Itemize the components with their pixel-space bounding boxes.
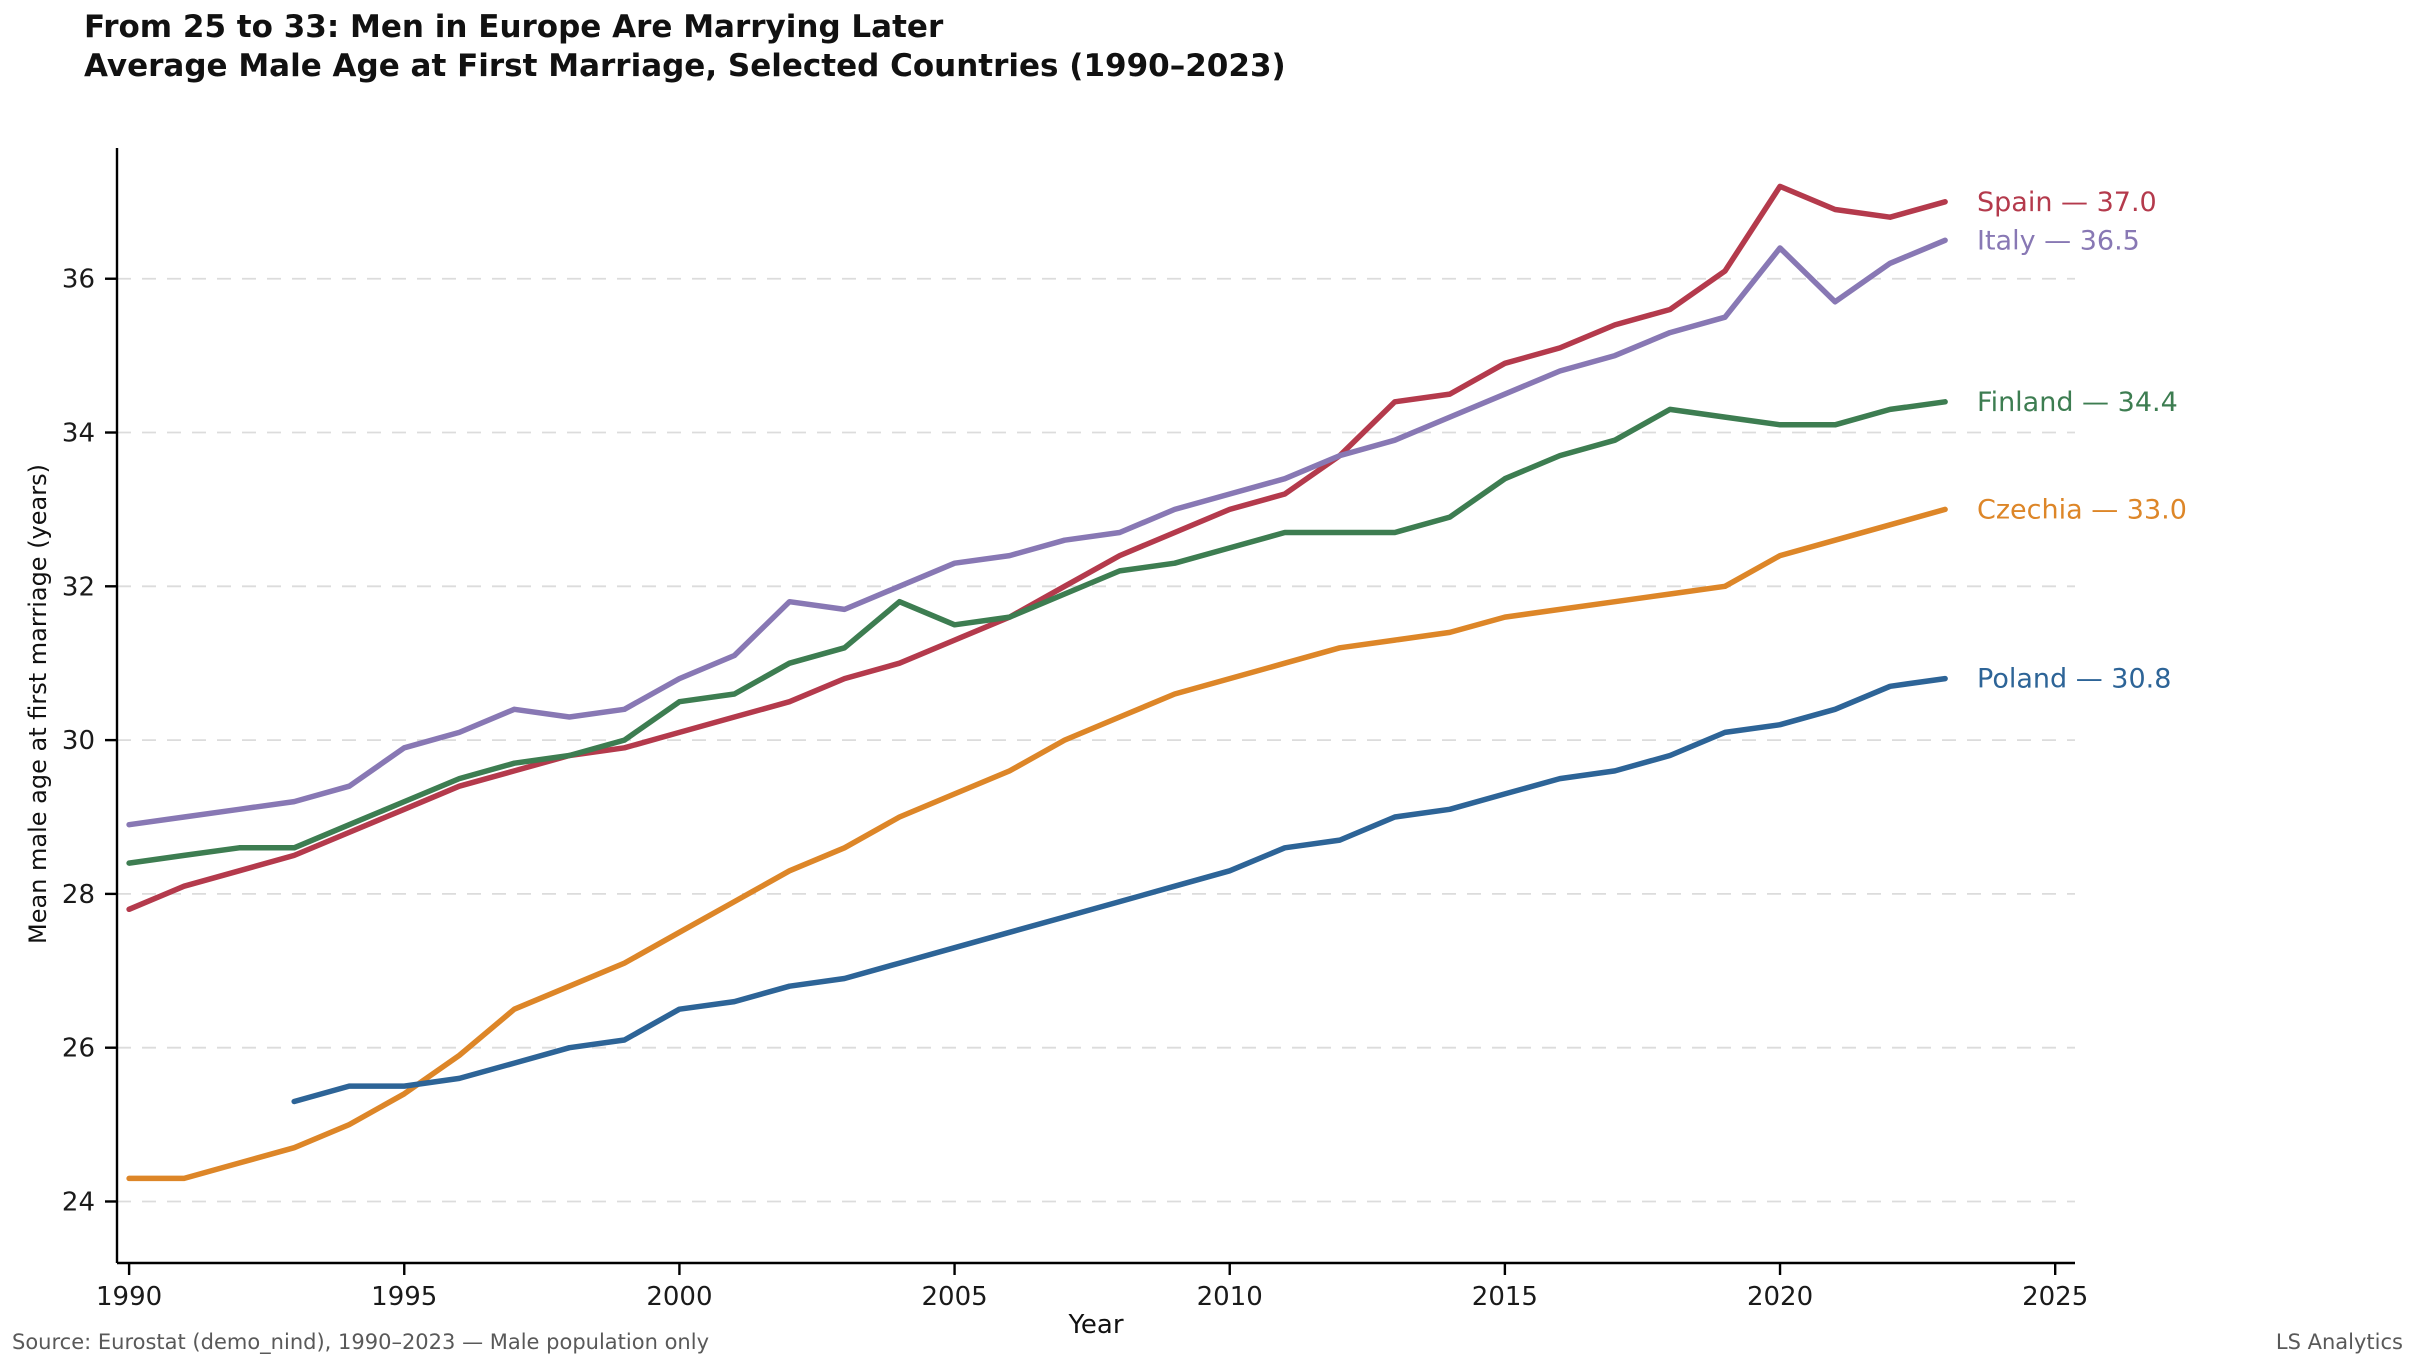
x-axis-title: Year: [1068, 1310, 1124, 1340]
y-tick-label-34: 34: [62, 419, 95, 449]
y-axis-title: Mean male age at first marriage (years): [24, 464, 52, 944]
series-end-label-spain: Spain — 37.0: [1977, 187, 2157, 218]
y-tick-label-32: 32: [62, 572, 95, 602]
x-tick-label-2020: 2020: [1747, 1282, 1813, 1312]
y-tick-label-26: 26: [62, 1034, 95, 1064]
chart-title: From 25 to 33: Men in Europe Are Marryin…: [84, 9, 944, 45]
x-tick-label-1990: 1990: [96, 1282, 162, 1312]
series-line-italy: [126, 237, 1948, 828]
chart-subtitle: Average Male Age at First Marriage, Sele…: [84, 48, 1286, 84]
source-note: Source: Eurostat (demo_nind), 1990–2023 …: [12, 1330, 709, 1354]
x-tick-label-2015: 2015: [1472, 1282, 1538, 1312]
branding-label: LS Analytics: [2275, 1330, 2403, 1354]
series-line-poland: [291, 675, 1948, 1105]
x-tick-label-2010: 2010: [1197, 1282, 1263, 1312]
series-end-label-czechia: Czechia — 33.0: [1977, 494, 2187, 525]
y-tick-label-30: 30: [62, 726, 95, 756]
y-tick-label-36: 36: [62, 265, 95, 295]
x-tick-label-2000: 2000: [646, 1282, 712, 1312]
y-tick-label-28: 28: [62, 880, 95, 910]
series-end-label-italy: Italy — 36.5: [1977, 225, 2140, 256]
x-tick-label-1995: 1995: [371, 1282, 437, 1312]
series-line-finland: [126, 399, 1948, 866]
series-end-label-finland: Finland — 34.4: [1977, 387, 2178, 418]
y-tick-label-24: 24: [62, 1187, 95, 1217]
x-tick-label-2025: 2025: [2022, 1282, 2088, 1312]
series-line-spain: [126, 183, 1948, 913]
x-tick-label-2005: 2005: [921, 1282, 987, 1312]
chart-title-block: From 25 to 33: Men in Europe Are Marryin…: [84, 8, 1286, 86]
series-line-czechia: [126, 506, 1948, 1182]
series-end-label-poland: Poland — 30.8: [1977, 664, 2171, 695]
